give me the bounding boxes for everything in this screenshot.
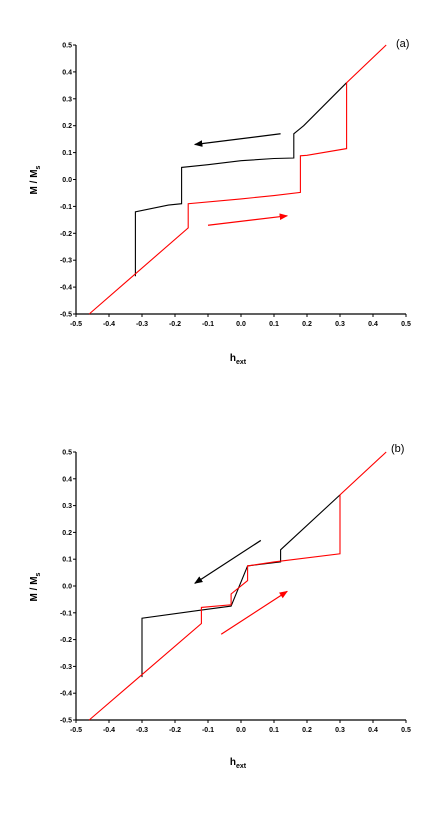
red-direction-arrow-a [207,213,289,226]
x-tick-label-b: -0.1 [202,727,214,734]
y-tick-label-b: 0.1 [62,557,72,564]
x-tick-label-a: 0.0 [236,321,246,328]
black-direction-arrow-a [193,133,281,147]
y-tick-label-a: -0.2 [60,231,72,238]
x-tick-label-b: 0.1 [269,727,279,734]
red-branch-curve-a [88,44,387,315]
x-tick-label-a: -0.4 [103,321,115,328]
x-tick-label-b: -0.5 [70,727,82,734]
y-tick-label-a: 0.1 [62,150,72,157]
x-tick-label-b: 0.2 [302,727,312,734]
black-direction-arrow-b [194,539,262,584]
y-tick-label-a: 0.3 [62,96,72,103]
x-tick-label-a: 0.3 [335,321,345,328]
y-tick-label-b: 0.2 [62,530,72,537]
x-tick-label-a: -0.2 [169,321,181,328]
x-tick-label-a: 0.4 [368,321,378,328]
y-tick-label-a: 0.4 [62,69,72,76]
y-tick-label-b: 0.5 [62,450,72,457]
y-tick-label-b: 0.4 [62,476,72,483]
y-tick-label-b: -0.2 [60,637,72,644]
x-tick-label-a: 0.1 [269,321,279,328]
red-direction-arrow-b [220,590,288,635]
y-tick-label-b: -0.3 [60,664,72,671]
x-tick-label-b: 0.5 [401,727,411,734]
x-tick-label-b: 0.4 [368,727,378,734]
x-tick-label-b: 0.0 [236,727,246,734]
y-tick-label-a: 0.5 [62,43,72,50]
x-tick-label-b: -0.2 [169,727,181,734]
x-axis-label-a: hext [230,353,247,366]
black-branch-curve-b [141,494,341,678]
y-tick-label-b: 0.0 [62,584,72,591]
chart-panel-a: (a) hext M / Ms -0.5 -0.4 -0.3 -0.2 -0.1 0.0 0… [29,38,411,366]
panel-label-b: (b) [391,443,404,455]
x-tick-label-a: 0.5 [401,321,411,328]
y-tick-label-a: -0.3 [60,258,72,265]
x-tick-label-a: -0.5 [70,321,82,328]
chart-panel-b: (b) hext M / Ms -0.5 -0.4 -0.3 -0.2 -0.1 0.0 0… [29,443,411,770]
panel-label-a: (a) [396,38,409,50]
red-branch-curve-b [88,451,387,721]
y-tick-label-a: -0.5 [60,312,72,319]
x-tick-label-a: -0.1 [202,321,214,328]
y-tick-label-a: -0.4 [60,285,72,292]
x-axis-label-b: hext [230,757,247,770]
black-branch-curve-a [134,82,347,277]
y-axis-label-b: M / Ms [29,572,42,601]
y-tick-label-b: 0.3 [62,503,72,510]
y-tick-label-b: -0.4 [60,691,72,698]
x-tick-label-a: 0.2 [302,321,312,328]
x-tick-label-b: -0.3 [136,727,148,734]
y-axis-label-a: M / Ms [29,165,42,194]
y-tick-label-b: -0.5 [60,718,72,725]
x-tick-label-b: -0.4 [103,727,115,734]
x-tick-label-a: -0.3 [136,321,148,328]
x-tick-label-b: 0.3 [335,727,345,734]
y-tick-label-a: -0.1 [60,204,72,211]
y-tick-label-a: 0.0 [62,177,72,184]
y-tick-label-a: 0.2 [62,123,72,130]
y-tick-label-b: -0.1 [60,610,72,617]
